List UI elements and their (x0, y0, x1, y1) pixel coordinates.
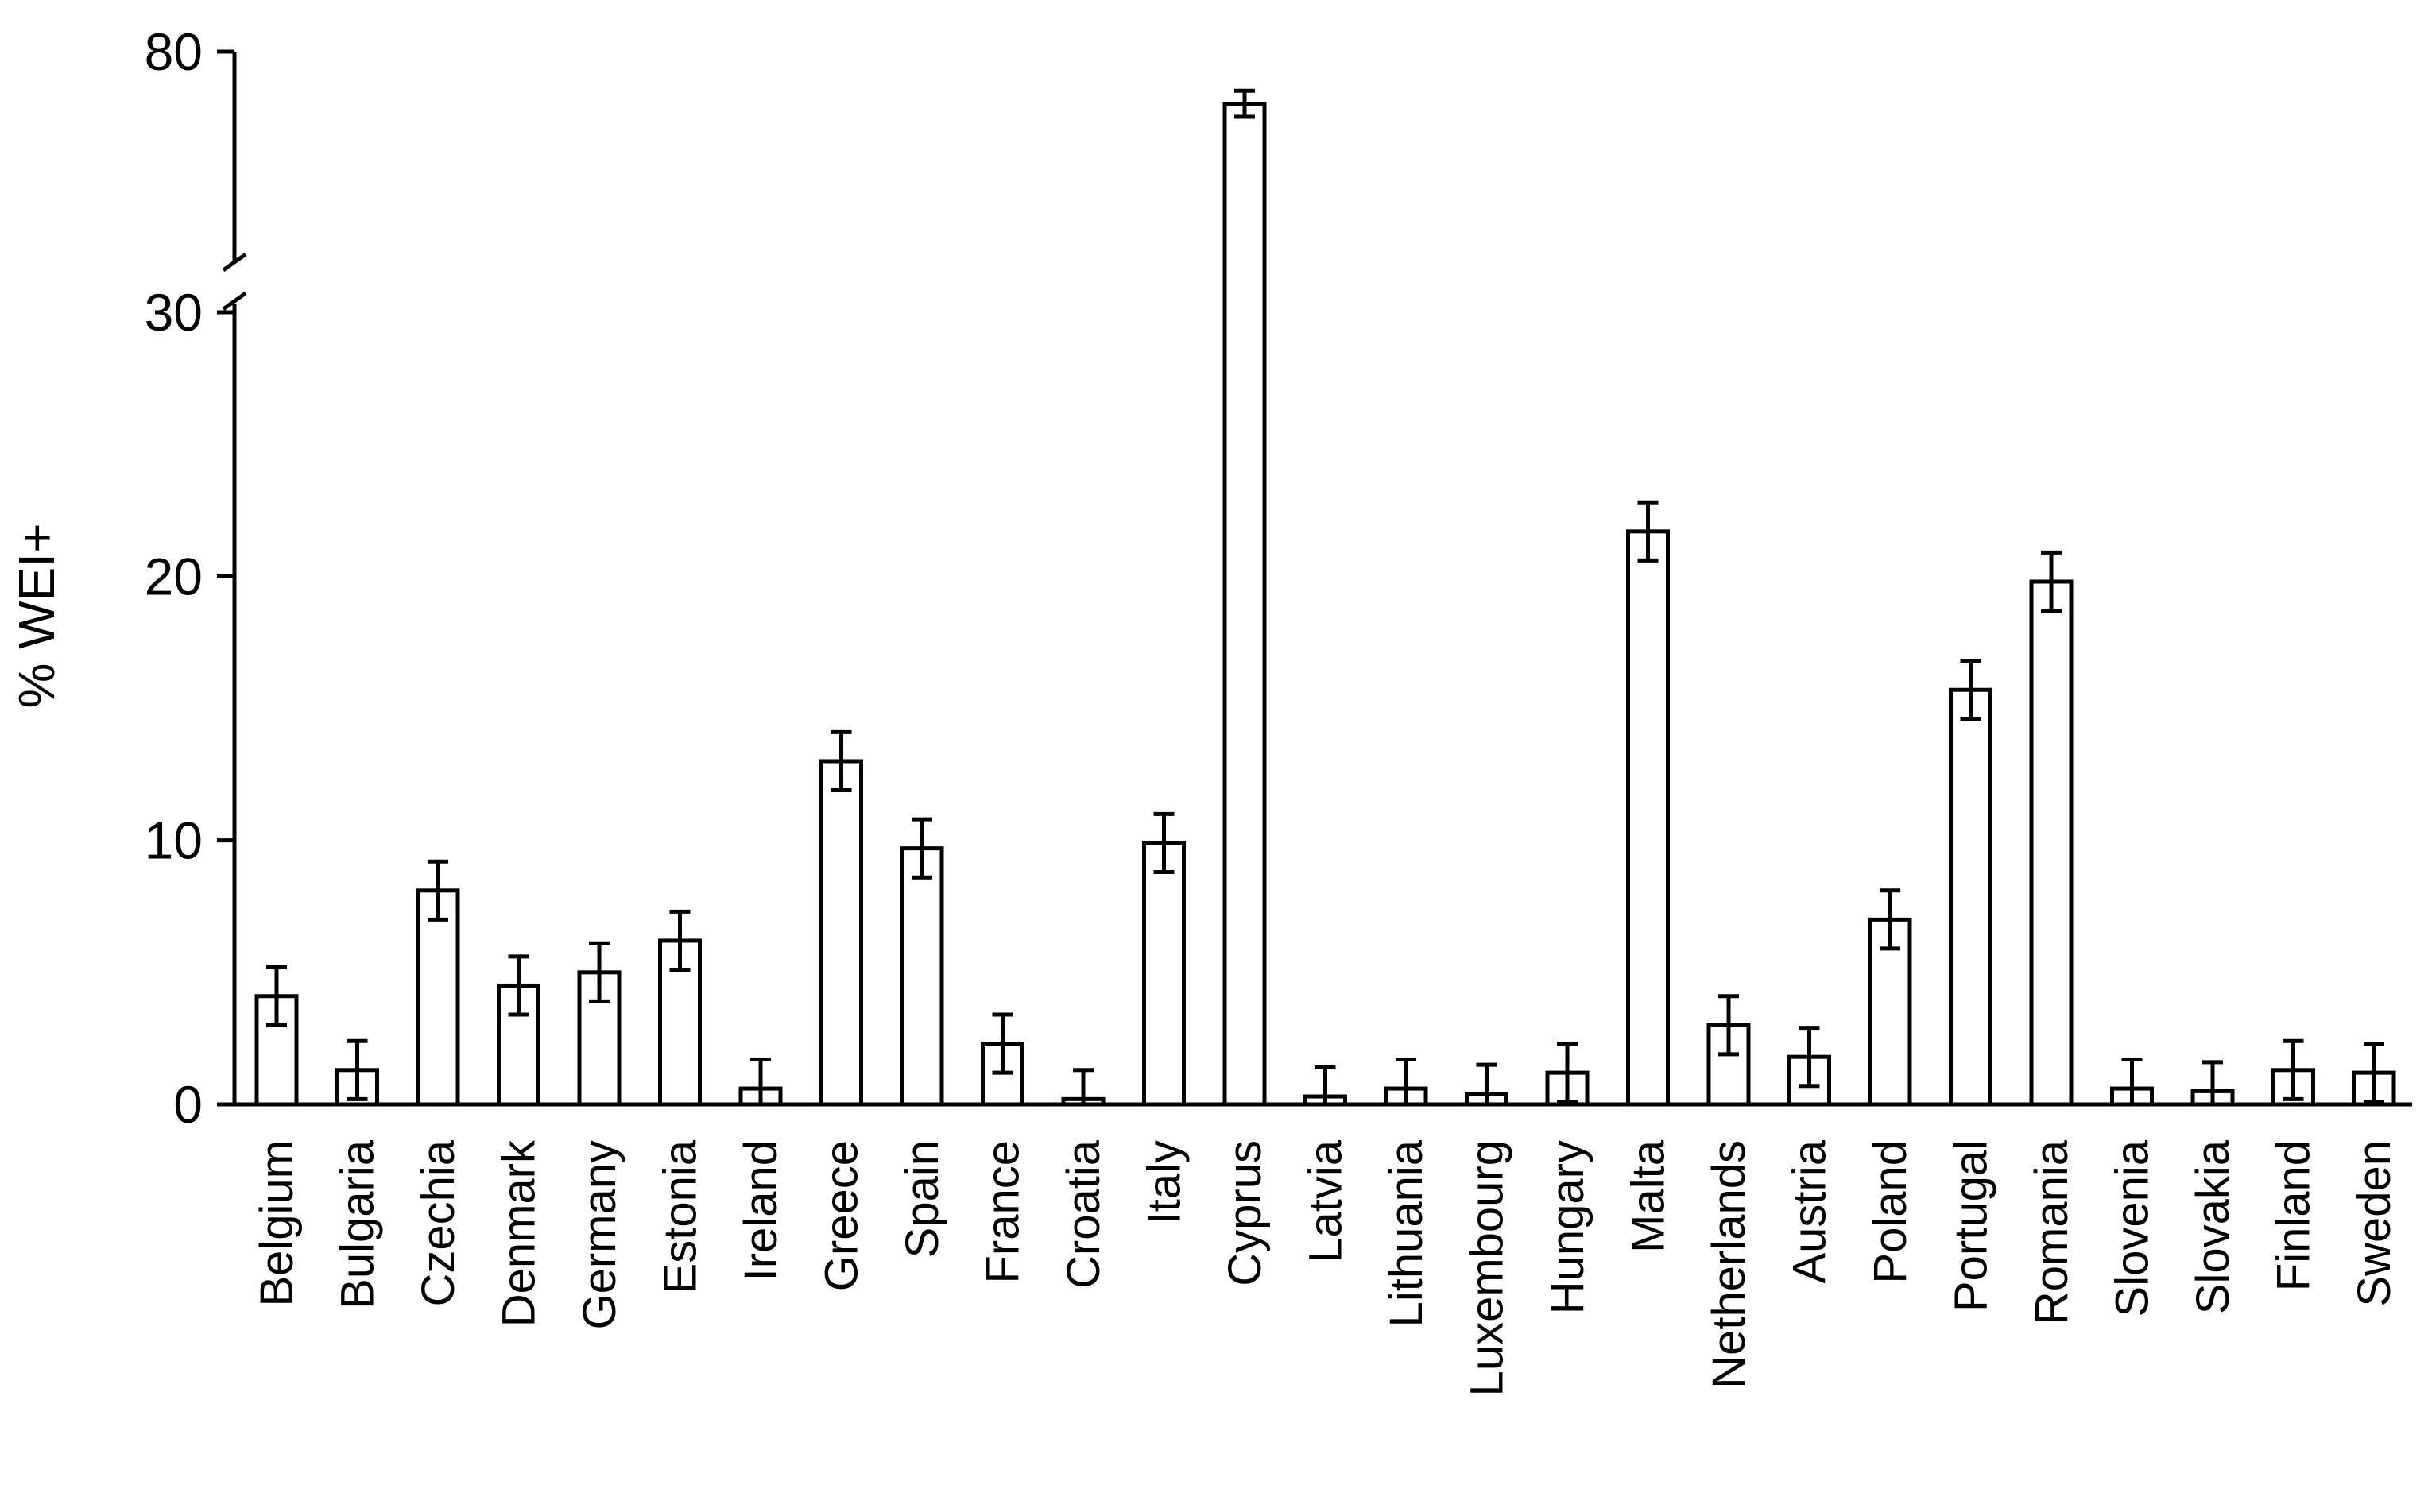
x-tick-label: Croatia (1058, 1139, 1109, 1289)
x-tick-label: Portugal (1946, 1140, 1997, 1312)
error-bar (831, 729, 852, 793)
x-tick-label: Austria (1784, 1139, 1836, 1283)
x-tick-label: Spain (896, 1140, 948, 1258)
error-bar (428, 859, 448, 922)
x-tick-label: Slovenia (2107, 1139, 2159, 1317)
x-tick-label: Czechia (412, 1139, 464, 1306)
error-bar (266, 965, 287, 1027)
bar-italy (1142, 841, 1186, 1107)
bar-cyprus (1222, 102, 1267, 1107)
x-tick-label: Malta (1623, 1139, 1675, 1253)
axis-break-mark (222, 291, 247, 311)
x-tick-label: Denmark (494, 1139, 545, 1327)
x-tick-label: Lithuania (1381, 1139, 1432, 1327)
x-tick-label: Italy (1139, 1140, 1191, 1224)
y-axis: 0 10 20 30 80 (145, 22, 247, 1134)
error-bar (2283, 1038, 2304, 1101)
x-tick-label: Cyprus (1219, 1140, 1271, 1286)
x-tick-label: Netherlands (1703, 1140, 1755, 1389)
y-tick-label: 30 (145, 283, 203, 342)
x-tick-label: Finland (2268, 1140, 2320, 1291)
axis-break-mark (222, 252, 247, 273)
x-tick-label: France (978, 1140, 1029, 1284)
x-tick-label: Latvia (1300, 1139, 1352, 1263)
bars (254, 88, 2396, 1107)
y-tick-label: 20 (145, 547, 203, 605)
x-tick-label: Germany (574, 1140, 625, 1330)
bar-malta (1626, 529, 1670, 1107)
bar-greece (819, 759, 863, 1107)
error-bar (2041, 550, 2062, 613)
y-tick-label: 80 (145, 22, 203, 81)
x-axis: Belgium Bulgaria Czechia Denmark Germany Esto… (234, 1102, 2412, 1396)
error-bar (1234, 88, 1255, 119)
x-tick-label: Estonia (655, 1139, 707, 1294)
x-tick-label: Belgium (251, 1140, 303, 1307)
error-bar (589, 941, 610, 1003)
x-tick-label: Romania (2026, 1139, 2078, 1324)
error-bar (912, 817, 932, 880)
bar-spain (900, 846, 944, 1107)
x-tick-label: Bulgaria (332, 1139, 384, 1309)
bar-portugal (1949, 687, 1992, 1107)
error-bar (347, 1038, 368, 1101)
error-bar (1153, 811, 1175, 875)
error-bar (1637, 500, 1659, 563)
x-tick-label: Luxembourg (1462, 1140, 1513, 1396)
error-bar (669, 909, 691, 973)
y-tick-label: 0 (173, 1075, 203, 1134)
error-bar (1718, 994, 1739, 1057)
bar-czechia (416, 888, 460, 1107)
y-axis-title: % WEI+ (8, 524, 65, 709)
error-bar (992, 1012, 1013, 1075)
x-tick-label: Greece (816, 1140, 868, 1291)
y-tick-label: 10 (145, 811, 203, 870)
x-tick-label: Poland (1865, 1140, 1916, 1284)
error-bar (508, 954, 529, 1017)
error-bar (2364, 1042, 2384, 1104)
error-bar (1799, 1026, 1820, 1089)
error-bar (1960, 659, 1981, 721)
x-tick-label: Sweden (2349, 1140, 2400, 1307)
x-tick-label: Slovakia (2187, 1139, 2239, 1314)
bar-romania (2029, 579, 2074, 1107)
error-bar (1880, 888, 1900, 951)
x-tick-label: Ireland (735, 1140, 787, 1281)
x-tick-label: Hungary (1542, 1140, 1593, 1314)
error-bar (1557, 1042, 1578, 1104)
